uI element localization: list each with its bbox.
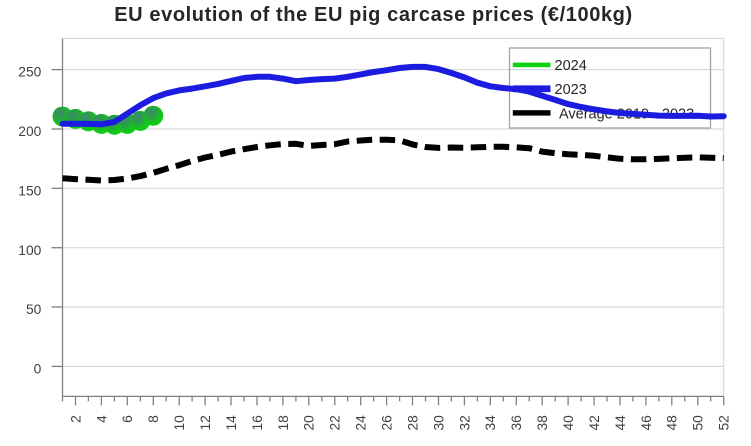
- svg-text:22: 22: [328, 415, 343, 430]
- svg-text:46: 46: [639, 415, 654, 431]
- svg-text:10: 10: [172, 415, 187, 431]
- svg-text:42: 42: [587, 415, 602, 430]
- svg-text:28: 28: [405, 415, 420, 431]
- svg-text:40: 40: [561, 415, 576, 431]
- svg-text:20: 20: [302, 415, 317, 431]
- svg-text:30: 30: [431, 415, 446, 431]
- svg-text:6: 6: [120, 415, 135, 423]
- svg-text:24: 24: [354, 415, 369, 431]
- svg-text:36: 36: [509, 415, 524, 431]
- svg-text:12: 12: [198, 415, 213, 430]
- svg-text:52: 52: [717, 415, 732, 430]
- svg-text:48: 48: [665, 415, 680, 431]
- svg-text:2: 2: [68, 415, 83, 423]
- svg-text:200: 200: [18, 124, 41, 139]
- svg-text:14: 14: [224, 415, 239, 431]
- svg-text:250: 250: [18, 65, 41, 80]
- svg-text:50: 50: [691, 415, 706, 431]
- svg-text:150: 150: [18, 183, 41, 198]
- svg-text:26: 26: [380, 415, 395, 431]
- svg-text:38: 38: [535, 415, 550, 431]
- svg-text:8: 8: [146, 415, 161, 423]
- svg-text:100: 100: [18, 243, 41, 258]
- svg-text:2023: 2023: [555, 82, 587, 98]
- svg-text:2024: 2024: [555, 58, 587, 74]
- svg-text:44: 44: [613, 415, 628, 431]
- svg-text:34: 34: [483, 415, 498, 431]
- svg-text:18: 18: [276, 415, 291, 431]
- svg-text:0: 0: [34, 362, 42, 377]
- svg-text:16: 16: [250, 415, 265, 431]
- svg-text:32: 32: [457, 415, 472, 430]
- svg-text:4: 4: [94, 415, 109, 423]
- svg-text:50: 50: [26, 302, 42, 317]
- svg-text:EU evolution of the EU pig car: EU evolution of the EU pig carcase price…: [114, 4, 633, 26]
